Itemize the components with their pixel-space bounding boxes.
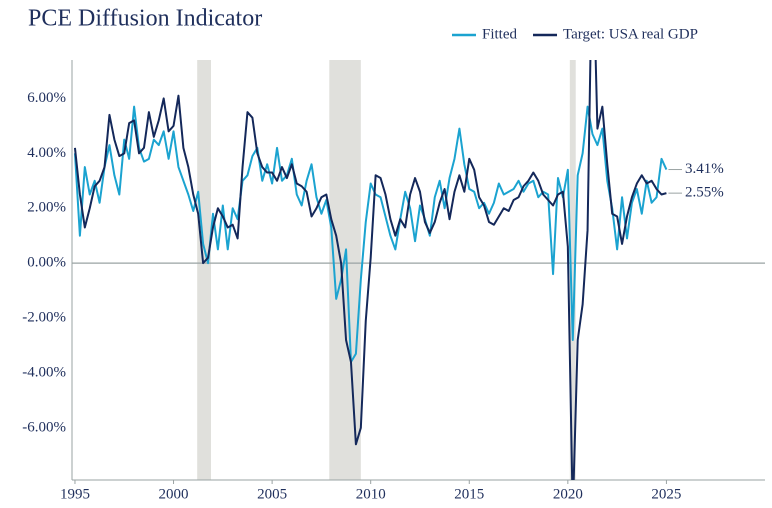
x-tick-label: 2025	[651, 486, 681, 502]
recession-band	[569, 60, 576, 480]
y-tick-label: 6.00%	[27, 90, 66, 106]
y-tick-label: 0.00%	[27, 255, 66, 271]
x-tick-label: 2000	[159, 486, 189, 502]
y-tick-label: 4.00%	[27, 145, 66, 161]
end-label: 2.55%	[685, 185, 724, 201]
y-tick-label: -2.00%	[22, 309, 66, 325]
x-tick-label: 2010	[356, 486, 386, 502]
x-tick-label: 2005	[257, 486, 287, 502]
series-line	[73, 105, 668, 363]
x-tick-label: 2015	[454, 486, 484, 502]
chart-title: PCE Diffusion Indicator	[28, 6, 262, 32]
y-tick-label: -6.00%	[22, 419, 66, 435]
y-tick-label: -4.00%	[22, 364, 66, 380]
x-tick-label: 1995	[60, 486, 90, 502]
legend-label: Target: USA real GDP	[563, 26, 698, 42]
legend-label: Fitted	[482, 26, 518, 42]
recession-band	[197, 60, 211, 480]
x-tick-label: 2020	[553, 486, 583, 502]
series-line	[73, 60, 667, 480]
plot-area	[73, 60, 668, 480]
y-tick-label: 2.00%	[27, 200, 66, 216]
end-label: 3.41%	[685, 161, 724, 177]
